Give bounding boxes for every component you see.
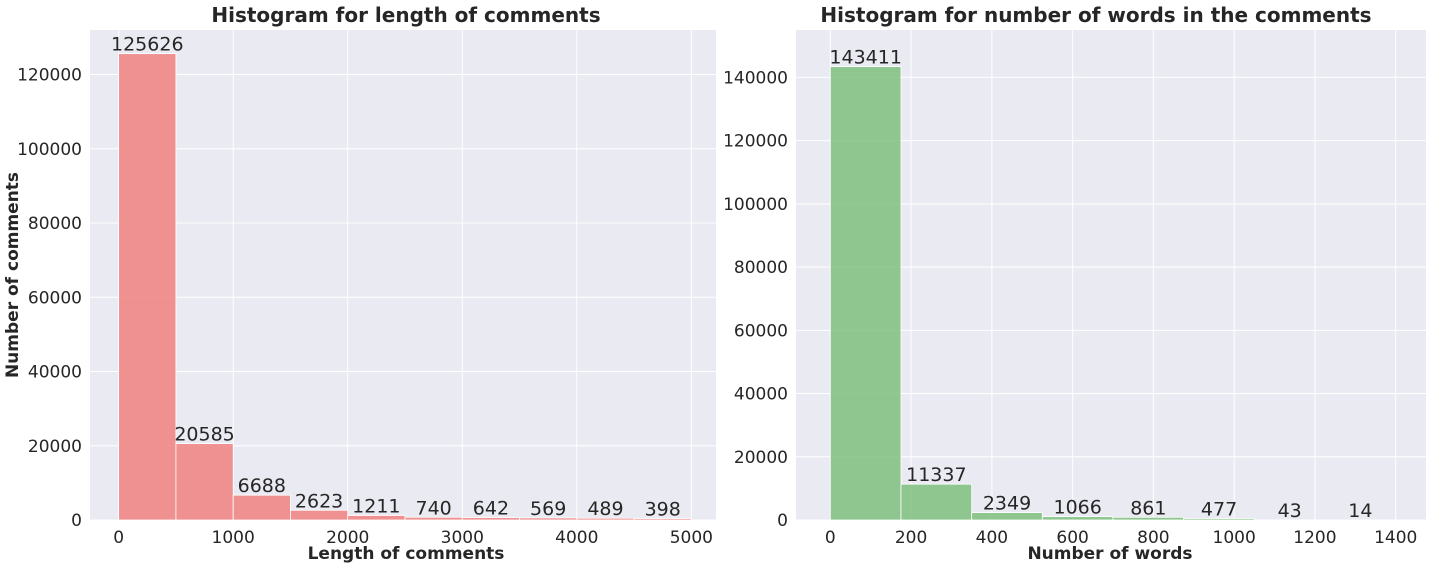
x-tick-label: 1000 (1213, 528, 1256, 548)
y-tick-label: 80000 (734, 258, 788, 278)
x-tick-label: 400 (976, 528, 1008, 548)
histogram-bar (233, 495, 290, 520)
chart-title: Histogram for length of comments (211, 3, 600, 27)
x-tick-label: 5000 (670, 528, 713, 548)
bar-value-label: 125626 (111, 34, 184, 56)
bar-value-label: 14 (1348, 500, 1372, 522)
y-tick-label: 0 (71, 511, 82, 531)
y-tick-label: 60000 (28, 288, 82, 308)
x-tick-label: 0 (113, 528, 124, 548)
y-tick-label: 80000 (28, 214, 82, 234)
x-tick-label: 1200 (1293, 528, 1336, 548)
y-tick-label: 100000 (17, 140, 82, 160)
y-tick-label: 100000 (723, 195, 788, 215)
y-tick-label: 20000 (734, 448, 788, 468)
y-tick-label: 120000 (723, 132, 788, 152)
y-axis-label: Number of comments (3, 172, 23, 378)
bar-value-label: 569 (530, 498, 566, 520)
bar-value-label: 398 (645, 499, 681, 521)
histogram-bar (119, 54, 176, 520)
x-tick-label: 1400 (1374, 528, 1417, 548)
histogram-bar (176, 444, 233, 520)
y-tick-label: 0 (777, 511, 788, 531)
x-tick-label: 1000 (212, 528, 255, 548)
x-axis-label: Length of comments (308, 544, 505, 564)
bar-value-label: 740 (416, 497, 452, 519)
bar-value-label: 6688 (238, 475, 286, 497)
y-tick-label: 40000 (28, 363, 82, 383)
bar-value-label: 2349 (983, 493, 1031, 515)
bar-value-label: 477 (1201, 498, 1237, 520)
histogram-comment-length-svg: 125626 20585 6688 2623 1211 740 642 569 489 398 0 1… (0, 0, 716, 568)
y-tick-label: 140000 (723, 68, 788, 88)
x-tick-label: 0 (825, 528, 836, 548)
bar-value-label: 1066 (1054, 497, 1102, 519)
histogram-bar (901, 484, 972, 520)
histogram-bar (830, 67, 901, 520)
y-tick-label: 60000 (734, 321, 788, 341)
chart-title: Histogram for number of words in the com… (820, 3, 1371, 27)
bar-value-label: 143411 (829, 47, 902, 69)
bar-value-label: 11337 (906, 464, 966, 486)
bar-value-label: 2623 (295, 490, 343, 512)
y-tick-label: 20000 (28, 437, 82, 457)
x-tick-label: 4000 (555, 528, 598, 548)
bar-value-label: 1211 (352, 496, 400, 518)
bar-value-label: 642 (473, 498, 509, 520)
x-axis-label: Number of words (1027, 544, 1192, 564)
y-tick-label: 120000 (17, 66, 82, 86)
bar-value-label: 20585 (174, 424, 234, 446)
histogram-comment-length: 125626 20585 6688 2623 1211 740 642 569 489 398 0 1… (0, 0, 716, 568)
bar-value-label: 43 (1278, 500, 1302, 522)
bar-value-label: 489 (587, 498, 623, 520)
bar-value-label: 861 (1130, 497, 1166, 519)
y-tick-label: 40000 (734, 385, 788, 405)
x-tick-label: 200 (895, 528, 927, 548)
